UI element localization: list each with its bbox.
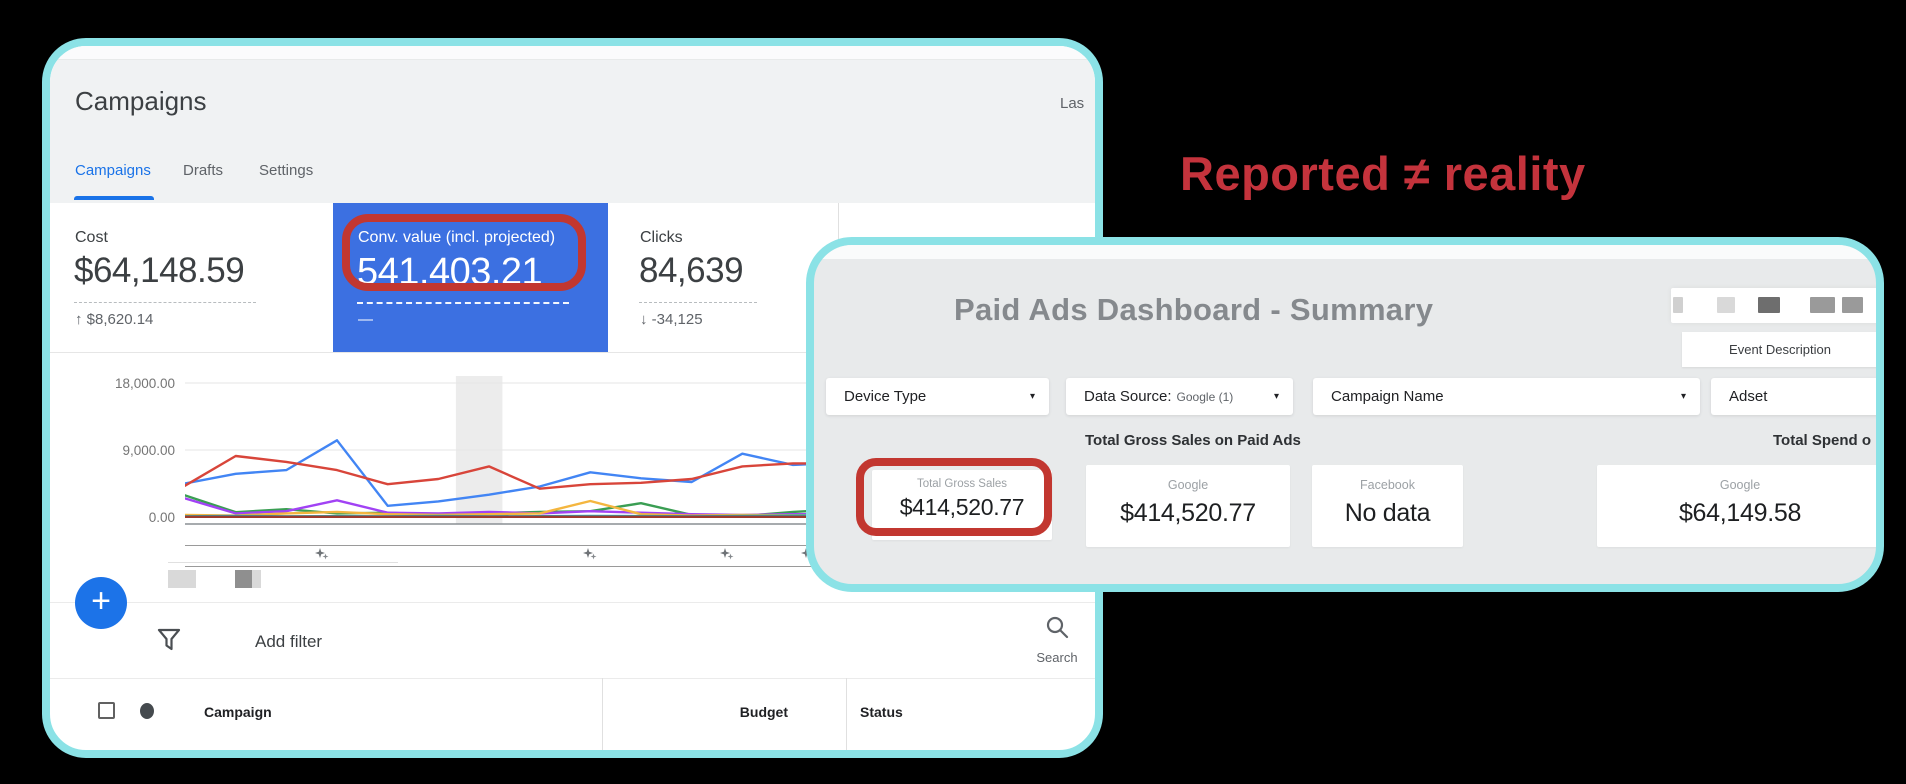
tab-campaigns[interactable]: Campaigns: [75, 162, 151, 179]
date-range-truncated: Las: [1060, 95, 1085, 112]
page-title: Campaigns: [75, 86, 207, 116]
scorecard-label: Clicks: [640, 229, 683, 246]
chevron-down-icon: ▾: [1029, 391, 1035, 402]
card-label: Total Gross Sales: [916, 478, 1008, 490]
card-total-gross-sales: Total Gross Sales $414,520.77: [872, 470, 1052, 540]
tab-settings[interactable]: Settings: [259, 162, 314, 179]
column-divider: [846, 678, 847, 750]
card-facebook-sales: Facebook No data: [1312, 465, 1463, 547]
paid-ads-dashboard-panel: Paid Ads Dashboard - Summary Event Descr…: [806, 237, 1884, 592]
scorecard-conv-value[interactable]: Conv. value (incl. projected) 541,403.21…: [333, 203, 608, 352]
ads-header: [50, 46, 1095, 203]
search-label[interactable]: Search: [1036, 650, 1078, 665]
divider: [50, 678, 1095, 679]
section-title-gross-sales: Total Gross Sales on Paid Ads: [1085, 432, 1301, 449]
filter-label: Data Source:: [1084, 388, 1172, 405]
dashboard-title: Paid Ads Dashboard - Summary: [954, 292, 1434, 327]
scorecard-value: $64,148.59: [74, 251, 245, 290]
column-header-budget[interactable]: Budget: [739, 704, 788, 720]
add-campaign-fab[interactable]: +: [75, 577, 127, 629]
redacted-block: [1842, 297, 1863, 313]
scorecard-label: Conv. value (incl. projected): [358, 229, 556, 246]
tab-drafts[interactable]: Drafts: [183, 162, 224, 179]
redacted-block: [1758, 297, 1780, 313]
chevron-down-icon: ▾: [1273, 391, 1279, 402]
redacted-block: [1673, 297, 1683, 313]
timeline-scrollbar-thumb[interactable]: [235, 570, 252, 588]
filter-label: Adset: [1729, 388, 1768, 405]
headline-reported-not-reality: Reported ≠ reality: [1180, 147, 1586, 200]
status-dot-icon: [140, 703, 154, 719]
timeline-scrollbar-track: [168, 562, 398, 563]
card-label: Facebook: [1360, 478, 1415, 492]
scorecard-underline: [639, 302, 757, 303]
filter-label: Campaign Name: [1331, 388, 1444, 405]
ai-sparkle-icon[interactable]: [719, 547, 735, 563]
scorecard-delta: —: [358, 311, 373, 328]
card-google-sales: Google $414,520.77: [1086, 465, 1290, 547]
column-header-status[interactable]: Status: [860, 704, 903, 720]
section-title-total-spend: Total Spend o: [1773, 432, 1872, 449]
timeline-scrollbar-segment: [168, 570, 196, 588]
ai-sparkle-icon[interactable]: [582, 547, 598, 563]
scorecard-underline: [74, 302, 256, 303]
redacted-block: [1717, 297, 1735, 313]
timeline-line-top: [185, 545, 1095, 546]
card-value: $64,149.58: [1678, 499, 1802, 527]
y-axis-tick: 0.00: [148, 510, 175, 525]
y-axis-tick: 9,000.00: [122, 443, 175, 458]
filter-data-source[interactable]: Data Source: Google (1) ▾: [1066, 378, 1293, 415]
scorecard-delta: ↓ -34,125: [640, 311, 703, 328]
ads-top-strip: [50, 46, 1095, 60]
column-divider: [602, 678, 603, 750]
scorecard-clicks[interactable]: Clicks 84,639 ↓ -34,125: [608, 203, 838, 352]
scorecards-bottom-divider: [50, 352, 1095, 353]
scorecard-underline: [357, 302, 569, 304]
redacted-strip: [1671, 288, 1876, 323]
timeline-scrollbar-segment: [252, 570, 261, 588]
select-all-checkbox[interactable]: [98, 702, 115, 719]
scorecard-label: Cost: [75, 229, 108, 246]
filter-adset[interactable]: Adset: [1711, 378, 1876, 415]
divider: [50, 602, 1095, 603]
y-axis-tick: 18,000.00: [114, 376, 175, 391]
scorecard-cost[interactable]: Cost $64,148.59 ↑ $8,620.14: [50, 203, 333, 352]
timeline-line-bottom: [185, 566, 1095, 567]
card-value: $414,520.77: [1120, 499, 1256, 527]
filter-label: Device Type: [844, 388, 927, 405]
column-header-campaign[interactable]: Campaign: [204, 704, 272, 720]
scorecard-value: 541,403.21: [357, 251, 543, 293]
active-tab-underline: [74, 196, 154, 200]
add-filter-button[interactable]: Add filter: [255, 632, 323, 651]
dash-top-strip: [814, 245, 1876, 259]
card-google-spend: Google $64,149.58: [1597, 465, 1876, 547]
ai-sparkle-icon[interactable]: [314, 547, 330, 563]
filter-campaign-name[interactable]: Campaign Name ▾: [1313, 378, 1700, 415]
search-icon[interactable]: [1044, 614, 1070, 640]
redacted-block: [1810, 297, 1835, 313]
chevron-down-icon: ▾: [1680, 391, 1686, 402]
card-label: Google: [1719, 478, 1761, 492]
event-description-option[interactable]: Event Description: [1682, 332, 1876, 367]
filter-funnel-icon[interactable]: [157, 628, 181, 654]
card-value: No data: [1344, 499, 1431, 527]
card-value: $414,520.77: [899, 494, 1025, 520]
card-label: Google: [1167, 478, 1209, 492]
filter-value: Google (1): [1176, 389, 1234, 404]
filter-device-type[interactable]: Device Type ▾: [826, 378, 1049, 415]
scorecard-value: 84,639: [639, 251, 744, 290]
scorecard-delta: ↑ $8,620.14: [75, 311, 154, 328]
